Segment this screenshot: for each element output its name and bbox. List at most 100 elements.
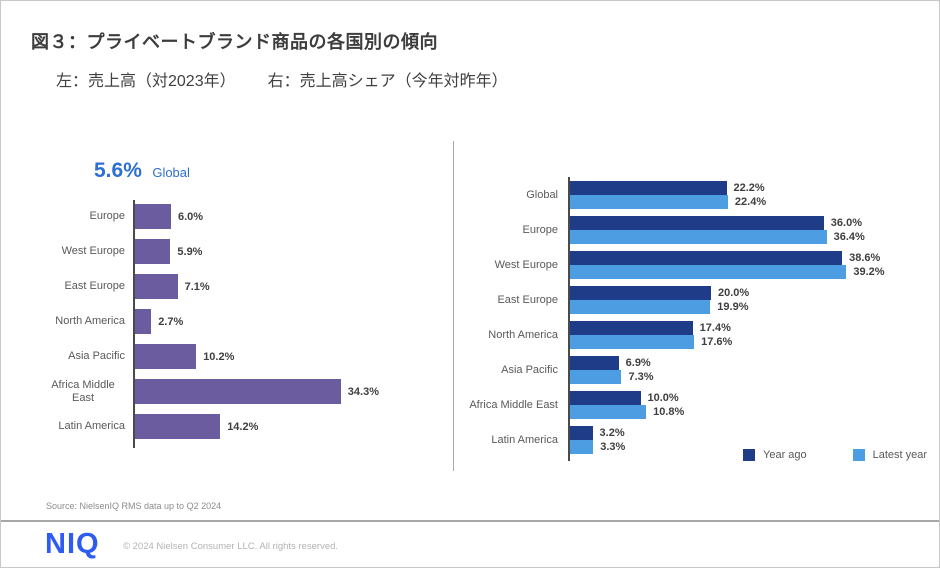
value-bar [570, 195, 728, 209]
bar-line: 20.0% [570, 286, 749, 300]
value-label: 38.6% [849, 252, 881, 264]
category-label: Europe [41, 210, 125, 223]
value-bar [135, 379, 341, 404]
bar-line: 10.8% [570, 405, 684, 419]
value-bar [570, 335, 695, 349]
category-label: Asia Pacific [41, 350, 125, 363]
right-chart-group: East Europe 20.0% 19.9% [456, 286, 885, 314]
footer-divider [1, 520, 939, 522]
bar-line: 6.9% [570, 356, 654, 370]
bar-line: 38.6% [570, 251, 885, 265]
category-label-text: North America [488, 328, 558, 341]
value-label: 36.0% [830, 217, 862, 229]
copyright-text: © 2024 Nielsen Consumer LLC. All rights … [123, 541, 339, 552]
source-note: Source: NielsenIQ RMS data up to Q2 2024 [46, 501, 222, 511]
category-label-text: Latin America [58, 420, 125, 433]
category-label: Latin America [456, 434, 558, 447]
bar-line: 39.2% [570, 265, 885, 279]
category-label: Africa Middle East [41, 379, 125, 404]
bar-pair: 20.0% 19.9% [570, 286, 749, 314]
value-label: 17.6% [701, 336, 733, 348]
value-bar [135, 204, 171, 229]
bar-line: 36.4% [570, 230, 865, 244]
value-label: 14.2% [227, 420, 259, 433]
value-label: 17.4% [699, 322, 731, 334]
legend-item-latest-year: Latest year [852, 449, 928, 461]
left-chart-row: North America 2.7% [41, 309, 379, 334]
category-label-text: Latin America [491, 433, 558, 446]
global-callout: 5.6% Global [94, 159, 190, 183]
value-bar [570, 230, 827, 244]
value-bar [570, 216, 824, 230]
bar-line: 10.0% [570, 391, 684, 405]
category-label-text: Europe [522, 223, 558, 236]
category-label-text: Asia Pacific [68, 350, 125, 363]
value-label: 3.3% [600, 441, 626, 453]
category-label: West Europe [456, 259, 558, 272]
value-label: 20.0% [718, 287, 750, 299]
bar-line: 3.2% [570, 426, 625, 440]
bar-line: 3.3% [570, 440, 625, 454]
latest-year-swatch-icon [852, 449, 865, 461]
category-label-text: West Europe [61, 245, 125, 258]
left-chart-row: East Europe 7.1% [41, 274, 379, 299]
page-subtitle: 左：売上高（対2023年） 右：売上高シェア（今年対昨年） [56, 67, 508, 91]
value-label: 10.0% [647, 392, 679, 404]
value-bar [570, 405, 647, 419]
legend-label-latest-year: Latest year [872, 449, 928, 461]
category-label-text: Asia Pacific [501, 363, 558, 376]
bar-pair: 17.4% 17.6% [570, 321, 732, 349]
bar-pair: 6.9% 7.3% [570, 356, 654, 384]
right-chart-group: Global 22.2% 22.4% [456, 181, 885, 209]
niq-logo: NIQ [45, 528, 100, 560]
value-bar [135, 344, 197, 369]
left-chart-axis [133, 200, 135, 448]
value-bar [135, 274, 178, 299]
left-chart-rows: Europe 6.0% West Europe 5.9% East Europe 7.1%… [41, 204, 379, 439]
value-label: 7.3% [628, 371, 654, 383]
value-bar [570, 391, 641, 405]
bar-pair: 36.0% 36.4% [570, 216, 865, 244]
left-chart-row: Europe 6.0% [41, 204, 379, 229]
right-chart-group: North America 17.4% 17.6% [456, 321, 885, 349]
right-chart-group: Asia Pacific 6.9% 7.3% [456, 356, 885, 384]
value-label: 10.8% [653, 406, 685, 418]
value-bar [570, 265, 847, 279]
category-label-text: West Europe [494, 258, 558, 271]
chart-divider [453, 141, 454, 471]
right-chart-rows: Global 22.2% 22.4% Europe 36.0% 36.4% West Eur… [456, 181, 885, 454]
category-label-text: Africa Middle East [51, 378, 115, 404]
legend-item-year-ago: Year ago [743, 449, 807, 461]
value-bar [570, 251, 843, 265]
value-bar [570, 440, 594, 454]
value-bar [570, 286, 711, 300]
bar-pair: 22.2% 22.4% [570, 181, 766, 209]
page-title: 図３：プライベートブランド商品の各国別の傾向 [31, 32, 438, 52]
bar-line: 36.0% [570, 216, 865, 230]
value-label: 39.2% [853, 266, 885, 278]
right-chart-group: West Europe 38.6% 39.2% [456, 251, 885, 279]
value-label: 22.2% [733, 182, 765, 194]
value-bar [135, 239, 171, 264]
value-label: 7.1% [184, 280, 210, 293]
category-label: Latin America [41, 420, 125, 433]
value-bar [570, 356, 619, 370]
value-bar [570, 426, 593, 440]
left-chart-row: West Europe 5.9% [41, 239, 379, 264]
category-label: East Europe [41, 280, 125, 293]
category-label-text: Europe [89, 210, 125, 223]
value-bar [570, 321, 693, 335]
bar-line: 17.4% [570, 321, 732, 335]
value-bar [570, 300, 711, 314]
year-ago-swatch-icon [743, 449, 755, 461]
value-label: 22.4% [734, 196, 767, 208]
right-chart-axis [568, 177, 570, 461]
global-callout-value: 5.6% [94, 159, 142, 182]
category-label-text: North America [55, 315, 125, 328]
category-label-text: East Europe [497, 293, 558, 306]
subtitle-right-chart: 右：売上高シェア（今年対昨年） [267, 73, 508, 90]
chart-legend: Year ago Latest year [743, 449, 927, 461]
bar-line: 17.6% [570, 335, 732, 349]
value-label: 34.3% [347, 385, 379, 398]
value-bar [570, 370, 622, 384]
